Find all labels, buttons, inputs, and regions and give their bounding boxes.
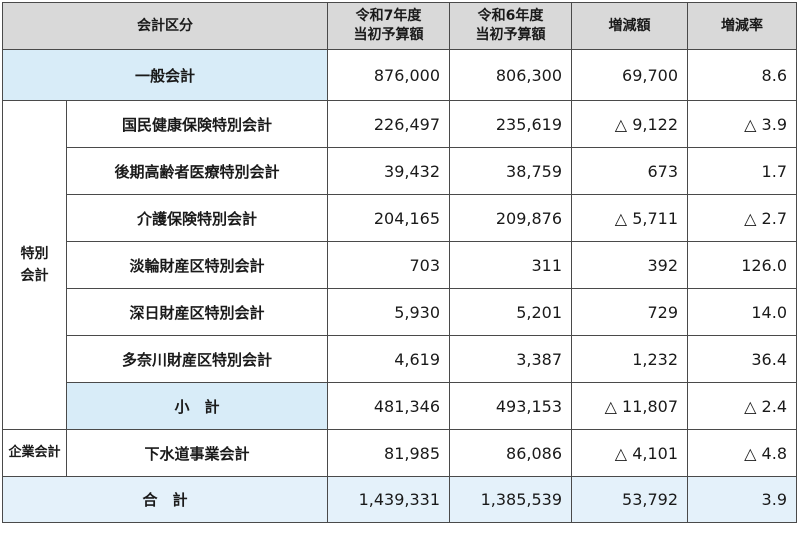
cell-rate: △ 2.4 — [687, 382, 797, 430]
row-label: 後期高齢者医療特別会計 — [66, 147, 328, 195]
table-row: 後期高齢者医療特別会計 39,432 38,759 673 1.7 — [3, 147, 797, 195]
cell-r6: 235,619 — [449, 100, 572, 148]
header-r7-budget: 令和7年度 当初予算額 — [327, 2, 450, 50]
header-category: 会計区分 — [2, 2, 328, 50]
cell-r6: 3,387 — [449, 335, 572, 383]
row-label: 一般会計 — [2, 49, 328, 101]
cell-r7: 703 — [327, 241, 450, 289]
cell-diff: △ 5,711 — [571, 194, 688, 242]
cell-rate: 14.0 — [687, 288, 797, 336]
total-label: 合 計 — [2, 476, 328, 523]
table-row: 淡輪財産区特別会計 703 311 392 126.0 — [3, 241, 797, 289]
row-label: 国民健康保険特別会計 — [66, 100, 328, 148]
row-label: 下水道事業会計 — [66, 429, 328, 477]
header-r7-line2: 当初予算額 — [353, 27, 424, 43]
cell-diff: 1,232 — [571, 335, 688, 383]
cell-r6: 493,153 — [449, 382, 572, 430]
table-row-subtotal: 小 計 481,346 493,153 △ 11,807 △ 2.4 — [3, 382, 797, 430]
cell-rate: 3.9 — [687, 476, 797, 523]
cell-diff: 53,792 — [571, 476, 688, 523]
header-r6-line2: 当初予算額 — [475, 27, 546, 43]
cell-diff: 69,700 — [571, 49, 688, 101]
cell-r7: 4,619 — [327, 335, 450, 383]
row-label: 介護保険特別会計 — [66, 194, 328, 242]
table-row: 多奈川財産区特別会計 4,619 3,387 1,232 36.4 — [3, 335, 797, 383]
cell-r7: 1,439,331 — [327, 476, 450, 523]
cell-rate: 8.6 — [687, 49, 797, 101]
table-row: 深日財産区特別会計 5,930 5,201 729 14.0 — [3, 288, 797, 336]
table-row: 特別 会計 国民健康保険特別会計 226,497 235,619 △ 9,122… — [2, 100, 797, 430]
cell-rate: △ 3.9 — [687, 100, 797, 148]
header-r6-budget: 令和6年度 当初予算額 — [449, 2, 572, 50]
header-r6-line1: 令和6年度 — [477, 8, 544, 24]
cell-r7: 5,930 — [327, 288, 450, 336]
row-label: 多奈川財産区特別会計 — [66, 335, 328, 383]
cell-rate: 36.4 — [687, 335, 797, 383]
header-rate: 増減率 — [687, 2, 797, 50]
cell-diff: △ 11,807 — [571, 382, 688, 430]
cell-r7: 481,346 — [327, 382, 450, 430]
cell-diff: △ 4,101 — [571, 429, 688, 477]
cell-rate: △ 4.8 — [687, 429, 797, 477]
cell-r7: 39,432 — [327, 147, 450, 195]
table-row-general: 一般会計 876,000 806,300 69,700 8.6 — [2, 49, 797, 101]
cell-r7: 226,497 — [327, 100, 450, 148]
cell-rate: 1.7 — [687, 147, 797, 195]
table-row-total: 合 計 1,439,331 1,385,539 53,792 3.9 — [2, 476, 797, 523]
cell-r7: 81,985 — [327, 429, 450, 477]
cell-r6: 209,876 — [449, 194, 572, 242]
header-row: 会計区分 令和7年度 当初予算額 令和6年度 当初予算額 増減額 増減率 — [2, 2, 797, 50]
cell-r7: 876,000 — [327, 49, 450, 101]
header-r7-line1: 令和7年度 — [355, 8, 422, 24]
table-row-enterprise: 企業会計 下水道事業会計 81,985 86,086 △ 4,101 △ 4.8 — [2, 429, 797, 477]
cell-rate: 126.0 — [687, 241, 797, 289]
cell-r6: 5,201 — [449, 288, 572, 336]
cell-r6: 311 — [449, 241, 572, 289]
group-label-line2: 会計 — [20, 268, 49, 284]
subtotal-label: 小 計 — [66, 382, 328, 430]
budget-table: 会計区分 令和7年度 当初予算額 令和6年度 当初予算額 増減額 増減率 一般会… — [2, 2, 797, 523]
table-row: 介護保険特別会計 204,165 209,876 △ 5,711 △ 2.7 — [3, 194, 797, 242]
cell-r7: 204,165 — [327, 194, 450, 242]
group-label-line1: 特別 — [20, 246, 49, 262]
cell-diff: 729 — [571, 288, 688, 336]
cell-r6: 1,385,539 — [449, 476, 572, 523]
cell-diff: △ 9,122 — [571, 100, 688, 148]
cell-r6: 86,086 — [449, 429, 572, 477]
group-label-special: 特別 会計 — [2, 100, 67, 430]
group-label-enterprise: 企業会計 — [2, 429, 67, 477]
row-label: 淡輪財産区特別会計 — [66, 241, 328, 289]
header-diff: 増減額 — [571, 2, 688, 50]
cell-r6: 806,300 — [449, 49, 572, 101]
cell-r6: 38,759 — [449, 147, 572, 195]
cell-rate: △ 2.7 — [687, 194, 797, 242]
row-label: 深日財産区特別会計 — [66, 288, 328, 336]
cell-diff: 392 — [571, 241, 688, 289]
cell-diff: 673 — [571, 147, 688, 195]
